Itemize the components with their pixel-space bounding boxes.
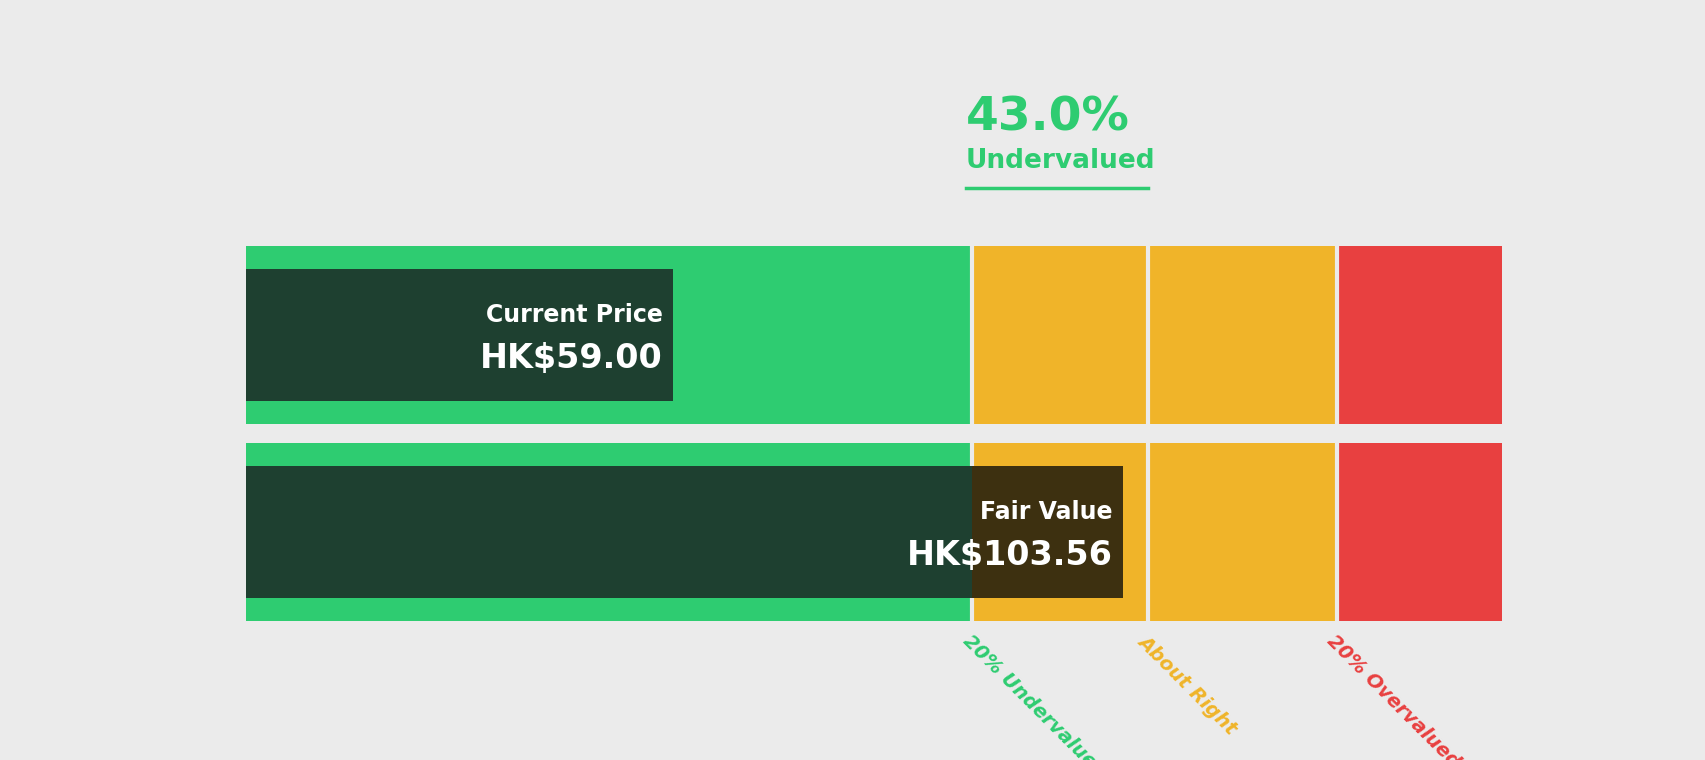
Text: Fair Value: Fair Value — [979, 500, 1112, 524]
Bar — [972, 466, 1122, 597]
Text: 43.0%: 43.0% — [965, 95, 1129, 140]
Bar — [246, 424, 1502, 443]
Bar — [246, 246, 972, 621]
Text: HK$103.56: HK$103.56 — [905, 539, 1112, 572]
Bar — [246, 466, 972, 597]
Bar — [246, 269, 673, 401]
Bar — [1147, 246, 1335, 621]
Text: Current Price: Current Price — [486, 303, 662, 328]
Text: 20% Undervalued: 20% Undervalued — [958, 632, 1108, 760]
Text: About Right: About Right — [1134, 632, 1240, 738]
Text: HK$59.00: HK$59.00 — [479, 343, 662, 375]
Text: 20% Overvalued: 20% Overvalued — [1323, 632, 1463, 760]
Text: Undervalued: Undervalued — [965, 148, 1154, 175]
Bar — [972, 246, 1147, 621]
Bar — [1335, 246, 1502, 621]
